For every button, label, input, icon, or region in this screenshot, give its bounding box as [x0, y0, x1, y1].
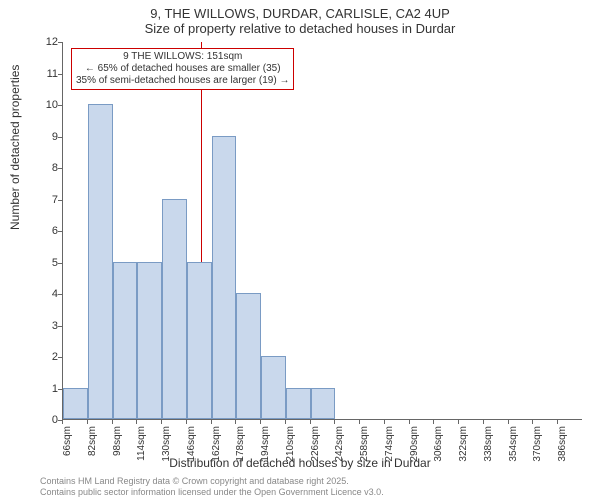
- y-tick-mark: [58, 105, 62, 106]
- y-tick-label: 11: [38, 68, 58, 80]
- x-tick-label: 146sqm: [186, 426, 197, 466]
- x-tick-mark: [112, 420, 113, 424]
- y-tick-mark: [58, 389, 62, 390]
- y-tick-mark: [58, 42, 62, 43]
- x-tick-label: 114sqm: [136, 426, 147, 466]
- y-tick-label: 5: [38, 257, 58, 269]
- x-tick-label: 338sqm: [483, 426, 494, 466]
- histogram-bar: [88, 104, 113, 419]
- y-tick-label: 2: [38, 351, 58, 363]
- x-tick-label: 274sqm: [384, 426, 395, 466]
- y-tick-mark: [58, 326, 62, 327]
- x-tick-label: 354sqm: [508, 426, 519, 466]
- x-tick-label: 178sqm: [235, 426, 246, 466]
- y-tick-label: 1: [38, 383, 58, 395]
- y-tick-label: 9: [38, 131, 58, 143]
- x-tick-mark: [483, 420, 484, 424]
- x-tick-label: 226sqm: [310, 426, 321, 466]
- histogram-bar: [311, 388, 336, 420]
- x-tick-mark: [186, 420, 187, 424]
- y-tick-label: 6: [38, 225, 58, 237]
- y-tick-label: 4: [38, 288, 58, 300]
- x-tick-mark: [211, 420, 212, 424]
- x-tick-mark: [62, 420, 63, 424]
- annotation-line-3: 35% of semi-detached houses are larger (…: [76, 75, 289, 87]
- histogram-bar: [286, 388, 311, 420]
- x-tick-mark: [285, 420, 286, 424]
- histogram-bar: [187, 262, 212, 420]
- x-tick-mark: [532, 420, 533, 424]
- y-tick-mark: [58, 74, 62, 75]
- x-tick-label: 242sqm: [334, 426, 345, 466]
- histogram-bar: [113, 262, 138, 420]
- x-tick-label: 130sqm: [161, 426, 172, 466]
- histogram-bar: [261, 356, 286, 419]
- x-tick-mark: [384, 420, 385, 424]
- x-tick-mark: [310, 420, 311, 424]
- chart-plot-area: 9 THE WILLOWS: 151sqm ← 65% of detached …: [62, 42, 582, 420]
- x-tick-mark: [409, 420, 410, 424]
- y-tick-mark: [58, 294, 62, 295]
- y-axis-label: Number of detached properties: [8, 65, 22, 230]
- y-tick-label: 12: [38, 36, 58, 48]
- x-tick-label: 194sqm: [260, 426, 271, 466]
- x-tick-mark: [161, 420, 162, 424]
- y-tick-mark: [58, 263, 62, 264]
- x-tick-mark: [260, 420, 261, 424]
- annotation-line-1: 9 THE WILLOWS: 151sqm: [76, 51, 289, 63]
- y-tick-label: 8: [38, 162, 58, 174]
- x-tick-mark: [87, 420, 88, 424]
- histogram-bar: [63, 388, 88, 420]
- x-tick-label: 98sqm: [112, 426, 123, 466]
- x-tick-label: 82sqm: [87, 426, 98, 466]
- x-tick-label: 322sqm: [458, 426, 469, 466]
- x-tick-mark: [136, 420, 137, 424]
- title-line-2: Size of property relative to detached ho…: [0, 21, 600, 36]
- x-tick-label: 306sqm: [433, 426, 444, 466]
- x-tick-mark: [508, 420, 509, 424]
- y-tick-label: 0: [38, 414, 58, 426]
- x-tick-mark: [433, 420, 434, 424]
- histogram-bar: [162, 199, 187, 420]
- y-tick-mark: [58, 168, 62, 169]
- histogram-bar: [137, 262, 162, 420]
- x-tick-label: 66sqm: [62, 426, 73, 466]
- x-tick-label: 386sqm: [557, 426, 568, 466]
- histogram-bar: [236, 293, 261, 419]
- y-tick-mark: [58, 137, 62, 138]
- footer-attribution: Contains HM Land Registry data © Crown c…: [40, 476, 384, 498]
- y-tick-label: 3: [38, 320, 58, 332]
- y-tick-mark: [58, 231, 62, 232]
- annotation-box: 9 THE WILLOWS: 151sqm ← 65% of detached …: [71, 48, 294, 90]
- footer-line-2: Contains public sector information licen…: [40, 487, 384, 498]
- y-tick-mark: [58, 200, 62, 201]
- x-tick-label: 290sqm: [409, 426, 420, 466]
- chart-title: 9, THE WILLOWS, DURDAR, CARLISLE, CA2 4U…: [0, 0, 600, 36]
- y-tick-label: 7: [38, 194, 58, 206]
- footer-line-1: Contains HM Land Registry data © Crown c…: [40, 476, 384, 487]
- title-line-1: 9, THE WILLOWS, DURDAR, CARLISLE, CA2 4U…: [0, 6, 600, 21]
- y-tick-label: 10: [38, 99, 58, 111]
- x-tick-mark: [557, 420, 558, 424]
- x-tick-label: 210sqm: [285, 426, 296, 466]
- x-tick-label: 162sqm: [211, 426, 222, 466]
- annotation-line-2: ← 65% of detached houses are smaller (35…: [76, 63, 289, 75]
- x-tick-label: 370sqm: [532, 426, 543, 466]
- y-tick-mark: [58, 357, 62, 358]
- x-tick-mark: [359, 420, 360, 424]
- x-tick-mark: [458, 420, 459, 424]
- x-tick-label: 258sqm: [359, 426, 370, 466]
- x-tick-mark: [334, 420, 335, 424]
- x-tick-mark: [235, 420, 236, 424]
- histogram-bar: [212, 136, 237, 420]
